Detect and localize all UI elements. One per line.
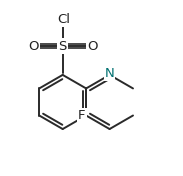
Text: O: O xyxy=(87,40,97,53)
Text: N: N xyxy=(105,67,114,80)
Text: Cl: Cl xyxy=(57,13,70,26)
Text: O: O xyxy=(28,40,39,53)
Text: S: S xyxy=(59,40,67,53)
Text: F: F xyxy=(78,109,85,122)
